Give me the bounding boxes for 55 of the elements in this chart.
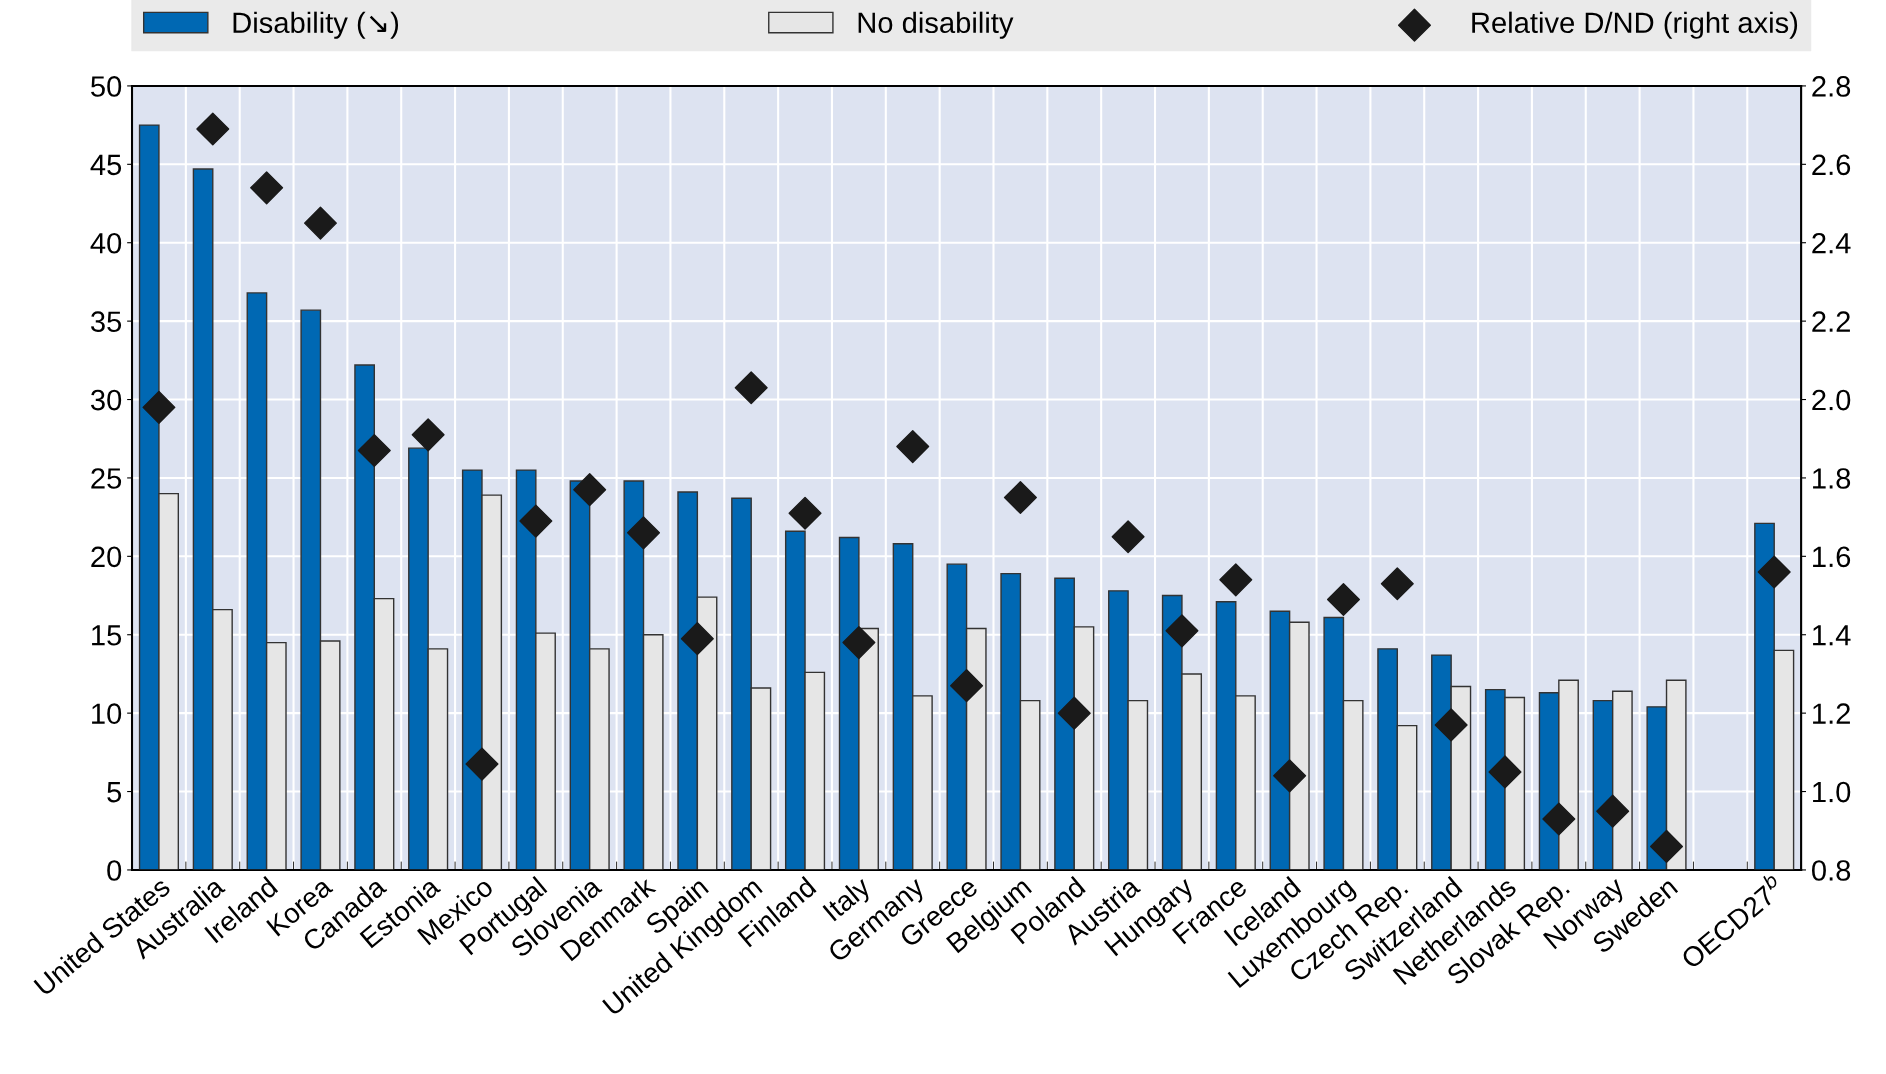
point [1003,480,1037,515]
y2-tick-label: 1.2 [1813,703,1850,724]
point [1488,755,1522,789]
point [1596,794,1630,828]
point [519,504,553,538]
y2-tick-label: 2.6 [1812,154,1851,176]
point [1111,520,1145,554]
point [1165,614,1199,648]
point [1273,759,1307,793]
point [1542,802,1576,836]
y2-tick-label: 1.6 [1813,546,1851,568]
point [1057,696,1091,730]
y-tick-label: 50 [91,76,122,97]
y-tick-label: 30 [90,389,122,411]
y-tick-label: 10 [92,703,122,724]
y-tick-label: 25 [91,468,122,489]
y-tick-label: 15 [92,625,122,646]
legend-label: Disability (↘) [233,11,399,39]
y2-tick-label: 2.4 [1812,232,1851,254]
y2-tick-label: 2.2 [1812,311,1850,332]
point [465,747,499,781]
point [788,496,822,530]
point [1757,555,1791,589]
y2-tick-label: 0.8 [1811,860,1851,881]
y2-tick-label: 1.4 [1813,625,1851,646]
y-tick-label: 5 [107,782,122,803]
y2-tick-label: 1.0 [1813,781,1851,803]
point [1434,708,1468,742]
point [411,418,445,452]
point [1649,829,1684,863]
legend-label: No disability [858,11,1014,39]
point [357,433,391,468]
point [950,669,984,703]
legend-label: Relative D/ND (right axis) [1472,11,1798,39]
y-tick-label: 35 [90,311,122,332]
point [196,112,230,146]
point [1219,563,1253,597]
y-tick-label: 20 [91,546,122,568]
y-tick-label: 0 [107,860,122,881]
point [626,516,661,550]
point [680,622,714,656]
y2-tick-label: 1.8 [1813,468,1851,489]
point [142,390,176,424]
point [573,473,607,507]
point [734,371,768,405]
point [842,626,876,660]
y-tick-label: 45 [90,154,122,176]
point [303,206,337,240]
y-tick-label: 40 [90,232,122,254]
point [250,171,284,205]
point [896,430,930,464]
y2-tick-label: 2.0 [1812,389,1851,411]
y2-tick-label: 2.8 [1812,76,1851,97]
point [1380,567,1414,601]
point [1326,582,1361,616]
